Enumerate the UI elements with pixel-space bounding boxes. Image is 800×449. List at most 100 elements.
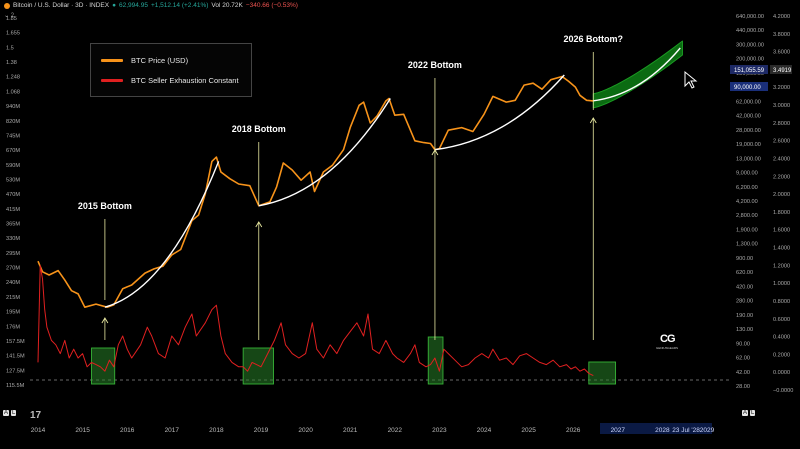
y-left-tick-label: 330M [6, 236, 20, 242]
y-price-tick-label: 900.00 [736, 256, 753, 262]
y-axis-left: 1.85 1.655 1.5 1.38 1.248 1.068 940M 820M 745M 67… [6, 16, 25, 389]
y-left-tick-label: 141.5M [6, 354, 25, 360]
y-price-tick-label: 4,200.00 [736, 199, 758, 205]
y-sec-tick-label: 0.8000 [773, 299, 790, 305]
y-price-tick-label: 280.00 [736, 299, 753, 305]
annotation-label: 2022 Bottom [408, 60, 462, 70]
x-tick-label: 2021 [343, 427, 358, 434]
auto-scale-left-button[interactable]: A [3, 410, 10, 416]
x-tick-label: 2015 [75, 427, 90, 434]
y-price-tick-label: 28,000.00 [736, 128, 761, 134]
y-axis-sec: 4.20003.80003.60003.40003.20003.00002.80… [773, 14, 793, 394]
y-price-tick-label: 200,000.00 [736, 57, 764, 63]
legend-swatch-price [101, 59, 123, 62]
x-tick-label: 2014 [31, 427, 46, 434]
y-left-tick-label: 176M [6, 324, 20, 330]
y-sec-tick-label: 3.2000 [773, 85, 790, 91]
x-tick-label: 2016 [120, 427, 135, 434]
y-left-tick-label: 215M [6, 295, 20, 301]
y-left-tick-label: 157.5M [6, 339, 25, 345]
x-axis-cursor-range [600, 423, 712, 434]
symbol-name: Bitcoin / U.S. Dollar · 3D · INDEX [13, 2, 110, 9]
x-tick-label: 2029 [700, 427, 715, 434]
y-sec-tick-label: 1.0000 [773, 281, 790, 287]
y-left-tick-label: 1.068 [6, 89, 20, 95]
x-tick-label: 2017 [165, 427, 180, 434]
indicator-collapse[interactable]: ⌄ 2 [4, 13, 15, 19]
live-dot-icon: ● [112, 2, 117, 9]
y-price-tick-label: 190.00 [736, 313, 753, 319]
fit-curve [593, 47, 681, 102]
y-price-tick-label: 90.00 [736, 341, 750, 347]
log-scale-left-button[interactable]: L [11, 410, 17, 416]
y-left-tick-label: 1.5 [6, 45, 14, 51]
fit-curve [104, 161, 220, 308]
y-price-tick-label: 440,000.00 [736, 28, 764, 34]
y-sec-tick-label: 1.2000 [773, 263, 790, 269]
y-price-tick-label: 62,000.00 [736, 99, 761, 105]
y-sec-tick-label: 2.6000 [773, 139, 790, 145]
legend-label-sec: BTC Seller Exhaustion Constant [131, 76, 239, 85]
log-scale-right-button[interactable]: L [750, 410, 756, 416]
x-tick-label: 2018 [209, 427, 224, 434]
price-badge-bg [730, 65, 768, 74]
tradingview-logo: 17 [30, 410, 42, 421]
x-tick-label: 2019 [254, 427, 269, 434]
y-price-tick-label: 6,200.00 [736, 185, 758, 191]
price-badge2: 90,000.00 [734, 85, 761, 91]
y-price-tick-label: 19,000.00 [736, 142, 761, 148]
arrowhead-icon [431, 149, 439, 156]
price-change: +1,512.14 (+2.41%) [150, 2, 209, 9]
y-left-tick-label: 1.248 [6, 75, 20, 81]
left-scale-toggles[interactable]: A L [3, 410, 17, 416]
volume: Vol 20.72K [211, 2, 243, 9]
y-sec-tick-label: 3.6000 [773, 50, 790, 56]
x-tick-label: 2023 [432, 427, 447, 434]
y-left-tick-label: 940M [6, 104, 20, 110]
y-sec-tick-label: 4.2000 [773, 14, 790, 20]
x-tick-label: 2026 [566, 427, 581, 434]
y-sec-tick-label: 2.8000 [773, 121, 790, 127]
x-tick-label: 2020 [298, 427, 313, 434]
y-left-tick-label: 415M [6, 207, 20, 213]
x-tick-label: 2025 [521, 427, 536, 434]
y-sec-tick-label: −0.0000 [773, 388, 793, 394]
fit-curve [258, 98, 391, 207]
axis-badges: 151,055.59 90,000.00 3.4919 [730, 65, 792, 91]
bottom-highlight-box [588, 361, 617, 385]
arrowhead-icon [589, 117, 597, 124]
y-sec-tick-label: 3.0000 [773, 103, 790, 109]
y-sec-tick-label: 0.6000 [773, 317, 790, 323]
y-sec-tick-label: 2.2000 [773, 174, 790, 180]
annotation-label: 2026 Bottom? [564, 34, 624, 44]
y-sec-tick-label: 2.4000 [773, 156, 790, 162]
y-left-tick-label: 115.5M [6, 383, 25, 389]
right-scale-toggles[interactable]: A L [742, 410, 756, 416]
legend-swatch-sec [101, 79, 123, 82]
annotation-label: 2015 Bottom [78, 201, 132, 211]
y-sec-tick-label: 3.8000 [773, 32, 790, 38]
y-left-tick-label: 270M [6, 266, 20, 272]
bitcoin-icon [4, 2, 10, 9]
y-left-tick-label: 1.85 [6, 16, 17, 22]
y-left-tick-label: 1.655 [6, 31, 20, 37]
y-axis-price: 640,000.00 440,000.00 300,000.00 200,000.00… [736, 14, 764, 390]
bottom-highlight-box [91, 347, 116, 385]
y-price-tick-label: 9,000.00 [736, 171, 758, 177]
y-price-tick-label: 300,000.00 [736, 42, 764, 48]
volume-change: −340.66 (−0.53%) [245, 2, 298, 9]
projection-band [592, 40, 683, 109]
y-price-tick-label: 13,000.00 [736, 156, 761, 162]
y-price-tick-label: 2,800.00 [736, 213, 758, 219]
last-price: 62,994.95 [119, 2, 148, 9]
legend-item-sec: BTC Seller Exhaustion Constant [101, 76, 239, 85]
y-sec-tick-label: 1.8000 [773, 210, 790, 216]
y-price-tick-label: 62.00 [736, 356, 750, 362]
annotation-label: 2018 Bottom [232, 124, 286, 134]
y-sec-tick-label: 1.4000 [773, 246, 790, 252]
series-line-sec [37, 265, 594, 377]
symbol-header[interactable]: Bitcoin / U.S. Dollar · 3D · INDEX ● 62,… [4, 2, 298, 9]
price-badge: 151,055.59 [734, 68, 765, 74]
auto-scale-right-button[interactable]: A [742, 410, 749, 416]
arrowhead-icon [101, 317, 109, 324]
